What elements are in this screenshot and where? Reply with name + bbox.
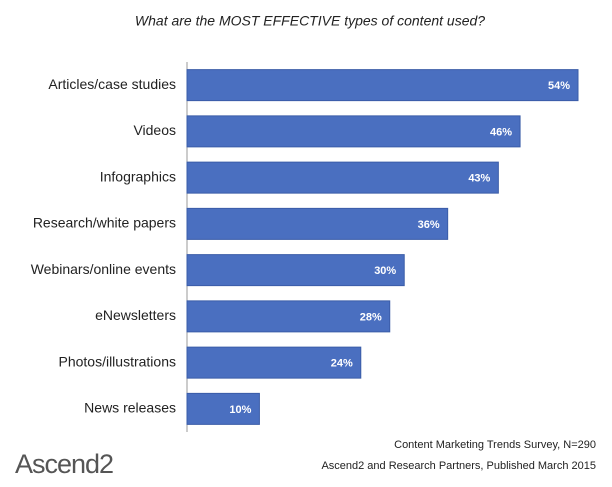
- bar: [186, 69, 579, 102]
- value-label: 46%: [490, 126, 512, 138]
- category-label: Photos/illustrations: [58, 353, 176, 369]
- value-label: 28%: [360, 311, 382, 323]
- value-label: 43%: [468, 173, 490, 185]
- bar: [186, 392, 260, 425]
- category-label: Articles/case studies: [48, 76, 176, 92]
- logo: Ascend2: [15, 449, 113, 479]
- category-label: Webinars/online events: [31, 261, 176, 277]
- value-label: 24%: [331, 358, 353, 370]
- category-label: Videos: [133, 122, 176, 138]
- source-line: Ascend2 and Research Partners, Published…: [321, 460, 596, 472]
- bar: [186, 115, 521, 148]
- category-label: News releases: [84, 400, 176, 416]
- chart-title: What are the MOST EFFECTIVE types of con…: [135, 13, 485, 29]
- bar: [186, 161, 499, 194]
- bar: [186, 346, 362, 379]
- value-label: 36%: [418, 219, 440, 231]
- bar: [186, 207, 449, 240]
- value-label: 54%: [548, 80, 570, 92]
- source-line: Content Marketing Trends Survey, N=290: [394, 439, 596, 451]
- value-label: 30%: [374, 265, 396, 277]
- category-label: Research/white papers: [33, 215, 176, 231]
- bar: [186, 254, 405, 287]
- category-label: eNewsletters: [95, 307, 176, 323]
- value-label: 10%: [229, 404, 251, 416]
- category-label: Infographics: [100, 168, 176, 184]
- bar: [186, 300, 391, 333]
